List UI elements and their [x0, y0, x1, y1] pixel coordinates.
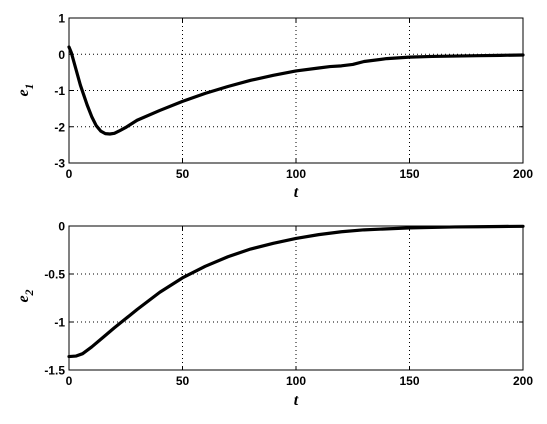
y-tick-label: 0	[58, 48, 65, 62]
x-tick-label: 50	[176, 167, 190, 181]
y-tick-label: -0.5	[44, 268, 65, 282]
x-tick-label: 150	[399, 374, 419, 388]
chart-panel-1: 0 50 100 150 200 1 0 -1 -2 -3 t e1	[15, 12, 533, 202]
x-tick-label: 0	[66, 167, 73, 181]
x-axis-label: t	[294, 184, 299, 201]
x-tick-label: 0	[66, 374, 73, 388]
chart-panel-2: 0 50 100 150 200 0 -0.5 -1 -1.5 t e2	[15, 220, 533, 410]
x-tick-label: 200	[513, 374, 533, 388]
series-line-1	[67, 45, 525, 136]
x-tick-label: 150	[399, 167, 419, 181]
y-tick-label: 0	[58, 220, 65, 234]
y-axis-label: e2	[15, 289, 36, 302]
y-tick-label: -2	[54, 120, 65, 134]
y-tick-label: -3	[54, 157, 65, 171]
x-tick-label: 100	[286, 167, 306, 181]
x-tick-label: 100	[286, 374, 306, 388]
x-tick-label: 200	[513, 167, 533, 181]
y-tick-label: 1	[58, 12, 65, 26]
series-line-1	[67, 224, 525, 359]
y-axis-label: e1	[15, 83, 36, 96]
y-tick-label: -1	[54, 84, 65, 98]
y-tick-label: -1	[54, 316, 65, 330]
y-tick-label: -1.5	[44, 364, 65, 378]
x-axis-label: t	[294, 392, 299, 409]
x-tick-label: 50	[176, 374, 190, 388]
